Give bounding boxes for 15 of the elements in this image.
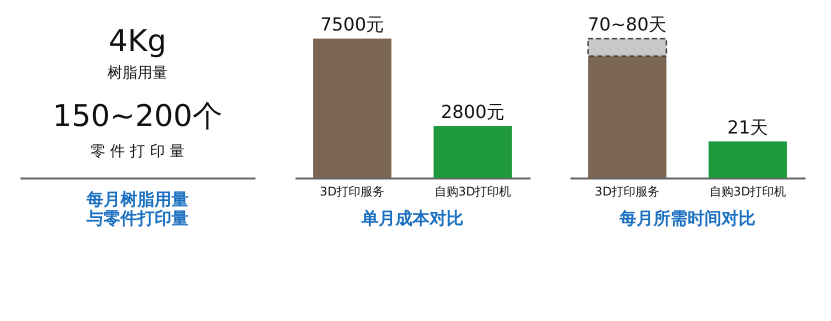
data-label: 7500元	[320, 14, 384, 36]
text: 每月所需时间对比	[618, 209, 756, 229]
data-label: 21天	[727, 117, 768, 138]
text: 零 件 打 印 量	[90, 142, 185, 160]
text: 150~200个	[52, 98, 222, 134]
text: 树脂用量	[108, 64, 168, 82]
annotation: 70~80天	[588, 14, 667, 36]
text: 4Kg	[108, 24, 166, 59]
x-tick-label: 3D打印服务	[594, 184, 660, 198]
x-tick-label: 3D打印服务	[320, 184, 385, 198]
data-label: 2800元	[440, 102, 505, 123]
text: 单月成本对比	[360, 209, 464, 229]
text: 每月树脂用量与零件打印量	[86, 190, 188, 229]
x-tick-label: 自购3D打印机	[434, 184, 512, 198]
x-tick-label: 自购3D打印机	[709, 184, 786, 198]
